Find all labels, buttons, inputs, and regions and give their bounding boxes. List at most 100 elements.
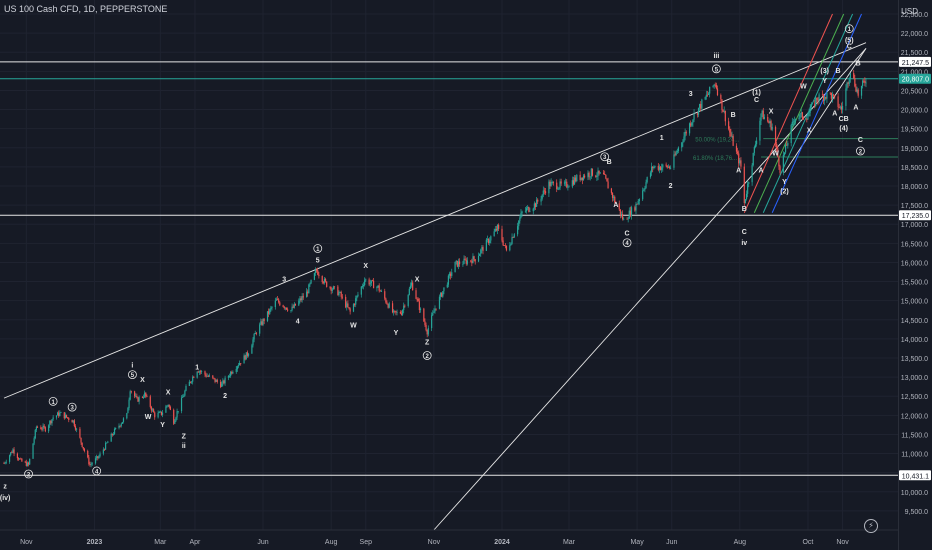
tradingview-logo-icon[interactable]: ⚡	[864, 519, 878, 533]
candle-body	[598, 170, 600, 174]
candle-body	[630, 207, 633, 216]
x-tick-label: Apr	[189, 539, 201, 546]
candle-body	[99, 453, 101, 457]
y-tick-label: 18,500.0	[901, 165, 928, 172]
candle-body	[802, 118, 805, 120]
wave-label: B	[731, 112, 736, 119]
candle-body	[379, 290, 381, 292]
wave-label: 1	[195, 364, 199, 371]
candle-body	[337, 286, 339, 296]
candle-body	[59, 412, 61, 416]
candle-body	[251, 345, 253, 354]
price-tag-label: 10,431.1	[902, 473, 929, 480]
candle-body	[581, 177, 583, 181]
candle-body	[841, 105, 844, 110]
candle-body	[688, 123, 691, 134]
candle-body	[566, 181, 568, 188]
x-tick-label: Jun	[257, 539, 268, 546]
candle-body	[166, 405, 168, 407]
candle-body	[528, 206, 530, 212]
candle-body	[71, 419, 73, 423]
candle-body	[49, 420, 51, 426]
candle-body	[180, 397, 183, 412]
candle-body	[808, 112, 810, 117]
candle-body	[339, 292, 341, 293]
candle-body	[24, 461, 26, 463]
candle-body	[385, 298, 387, 303]
candle-body	[65, 414, 68, 418]
candle-body	[329, 286, 331, 288]
candle-body	[165, 406, 167, 413]
candle-body	[692, 119, 694, 123]
candle-body	[308, 284, 310, 294]
candle-body	[259, 324, 261, 334]
candle-body	[417, 298, 419, 302]
candle-body	[752, 152, 754, 166]
candle-body	[42, 425, 44, 430]
candle-body	[713, 84, 715, 86]
candle-body	[60, 412, 62, 414]
candle-body	[568, 186, 570, 188]
candle-body	[283, 306, 285, 309]
candle-body	[300, 298, 302, 301]
wave-label: 3	[603, 155, 607, 161]
candle-body	[270, 307, 272, 310]
candle-body	[691, 122, 693, 126]
wave-label: CB	[839, 116, 849, 123]
wave-label: 2	[426, 354, 430, 360]
wave-label: Y	[394, 330, 399, 337]
candle-body	[732, 135, 734, 146]
candle-body	[653, 166, 655, 169]
candle-body	[666, 165, 668, 168]
candle-body	[153, 409, 155, 413]
candle-body	[707, 93, 710, 95]
candle-body	[244, 355, 246, 360]
candle-body	[787, 143, 789, 146]
candle-body	[282, 305, 284, 307]
candle-body	[216, 379, 218, 382]
candle-body	[540, 198, 542, 202]
candle-body	[388, 303, 390, 308]
candle-body	[246, 352, 249, 356]
y-tick-label: 20,000.0	[901, 108, 928, 115]
candle-body	[423, 308, 425, 322]
candle-body	[724, 110, 726, 122]
wave-label: C	[742, 229, 747, 236]
candle-body	[458, 261, 461, 265]
candle-body	[646, 177, 648, 183]
candle-body	[821, 94, 824, 96]
candle-body	[356, 295, 358, 299]
candle-body	[144, 392, 146, 398]
candle-body	[558, 187, 560, 190]
wave-label: Z	[182, 433, 187, 440]
candle-body	[425, 324, 427, 331]
candle-body	[94, 458, 97, 464]
candle-body	[332, 286, 334, 290]
candle-body	[299, 298, 301, 301]
candle-body	[606, 178, 608, 182]
candle-body	[80, 437, 82, 443]
candle-body	[854, 78, 856, 87]
candle-body	[29, 458, 31, 465]
chart-title: US 100 Cash CFD, 1D, PEPPERSTONE	[4, 4, 168, 14]
candle-body	[529, 211, 531, 212]
candle-body	[418, 301, 420, 311]
candle-body	[189, 381, 192, 383]
candle-body	[806, 118, 808, 120]
candle-body	[34, 429, 36, 439]
candle-body	[119, 425, 121, 427]
candle-body	[333, 286, 336, 288]
wave-label: 1	[51, 400, 55, 406]
wave-label: 5	[316, 257, 320, 264]
candle-body	[278, 299, 280, 303]
candle-body	[52, 417, 54, 420]
candle-body	[17, 458, 20, 460]
candle-body	[659, 166, 662, 170]
candle-body	[330, 287, 332, 291]
candle-body	[403, 305, 405, 310]
candle-body	[503, 245, 505, 246]
wave-label: B	[836, 68, 841, 75]
candle-body	[25, 462, 27, 466]
wave-label: (2)	[780, 189, 789, 196]
